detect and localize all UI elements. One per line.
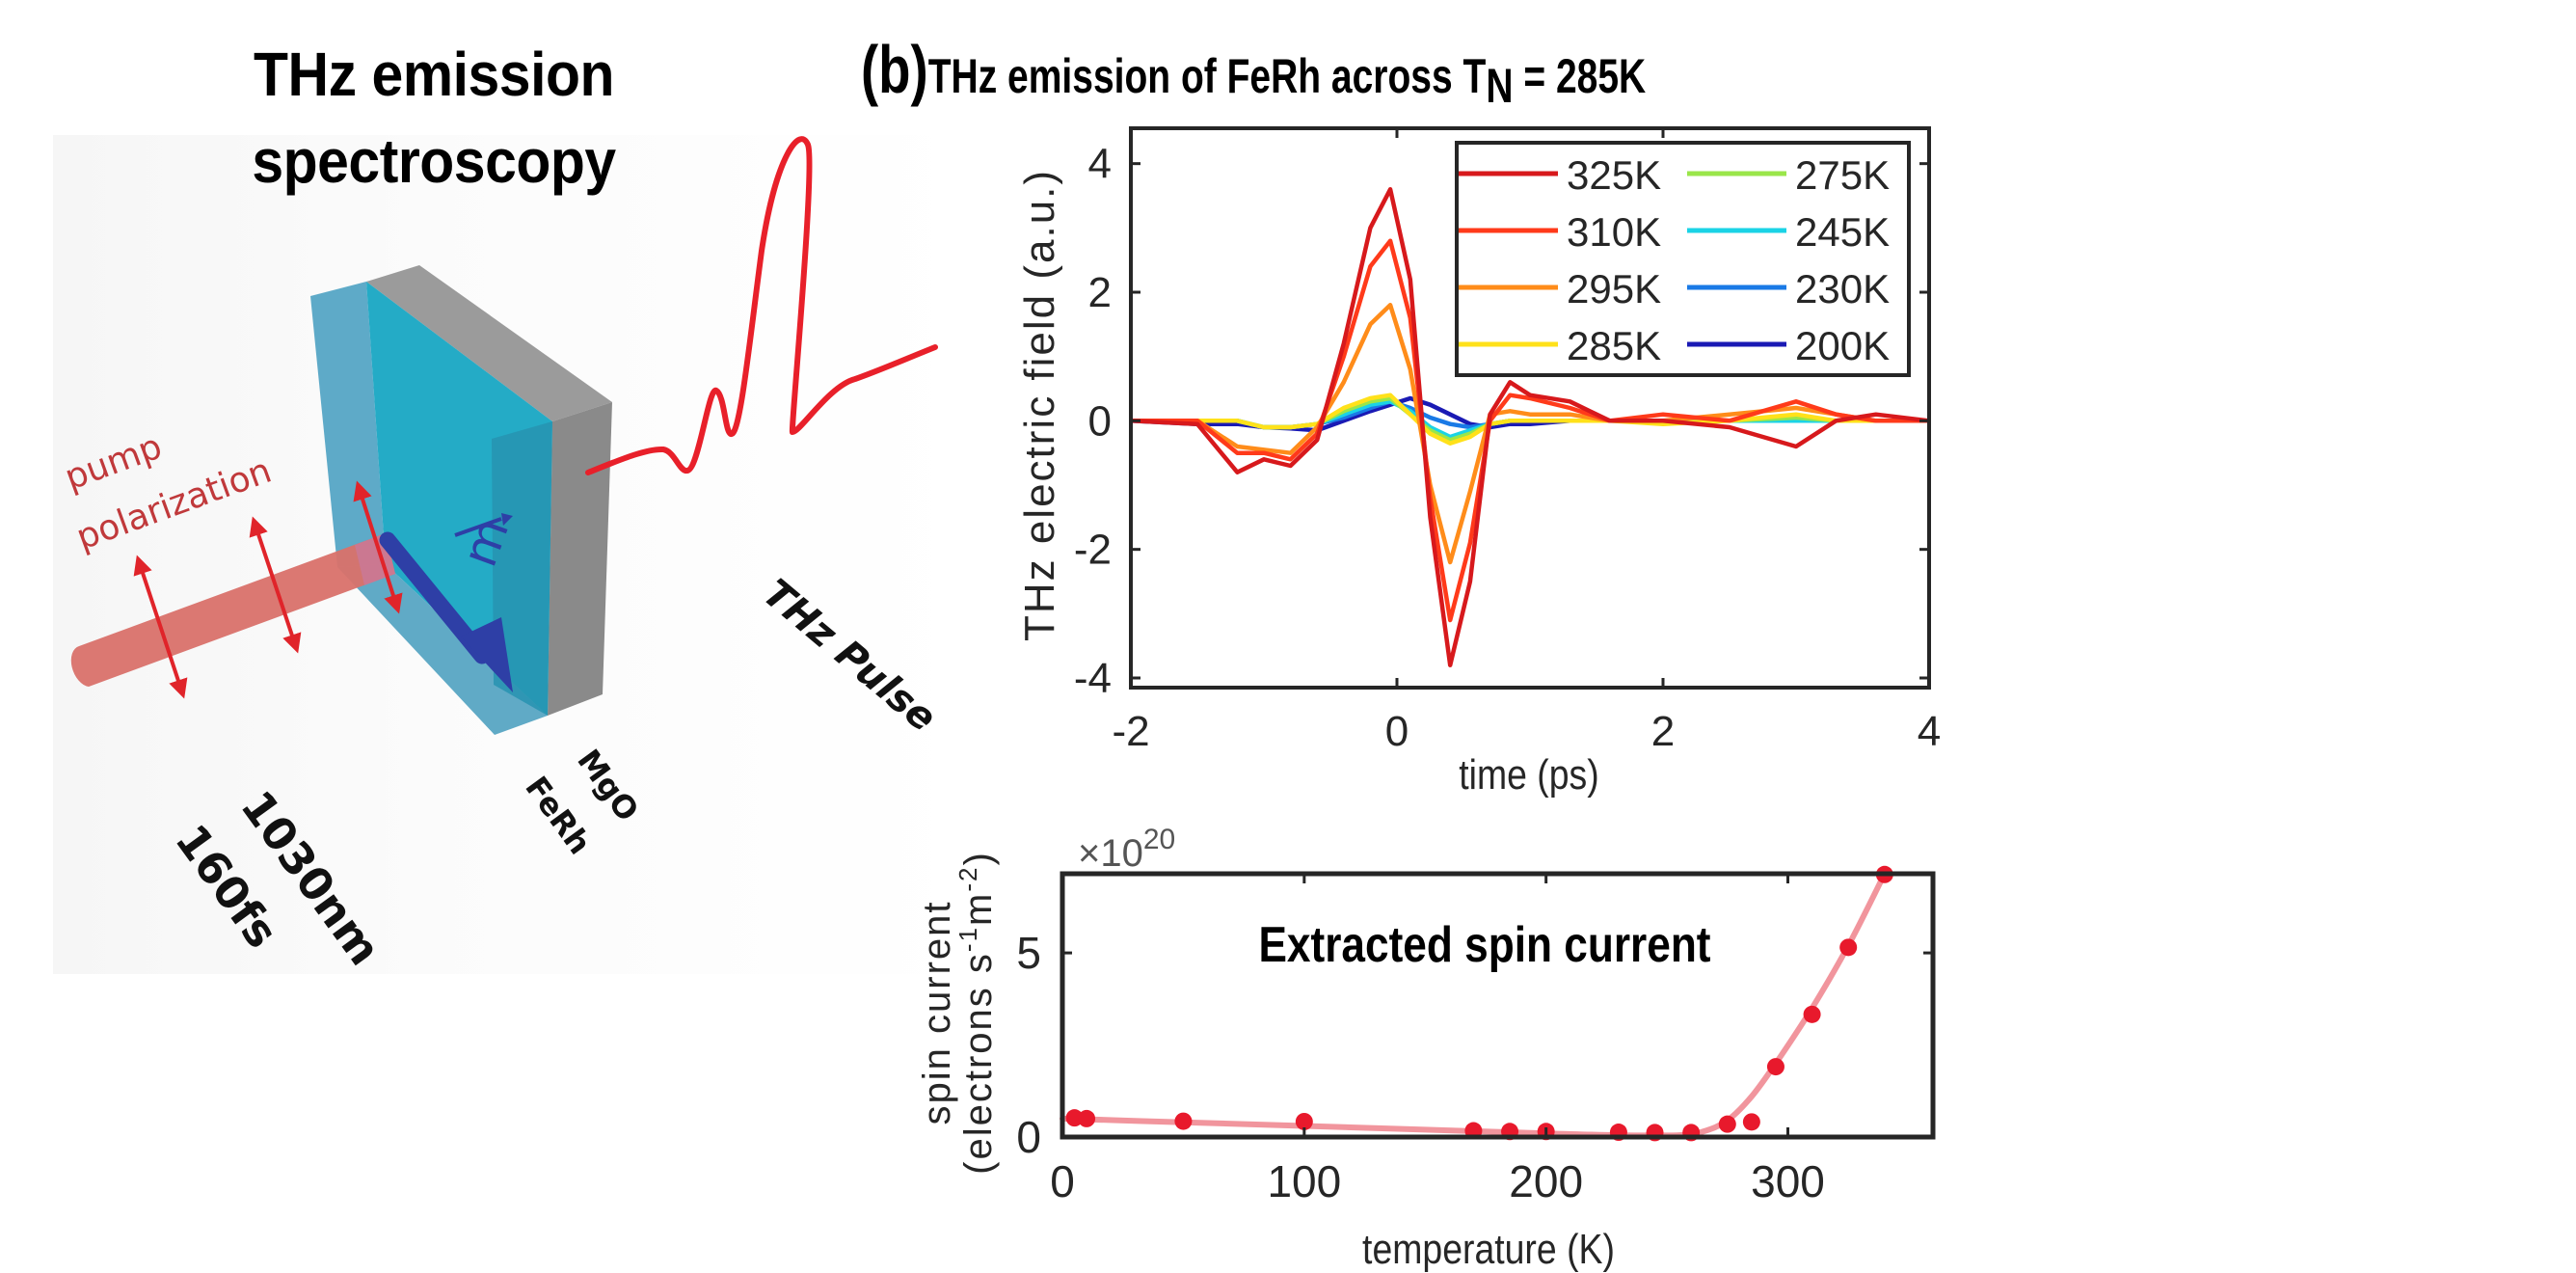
polarization-arrow-1 xyxy=(133,555,188,699)
mgo-inner-edge xyxy=(492,421,552,716)
legend-label-245K: 245K xyxy=(1795,209,1890,255)
y-tick-label: 2 xyxy=(1088,269,1112,316)
data-point xyxy=(1078,1109,1096,1127)
panel-title-text: THz emission of FeRh across T xyxy=(927,49,1487,103)
panel-title-subscript: N xyxy=(1486,59,1514,113)
ylabel-superscript: -1 xyxy=(953,926,982,952)
chart1-ylabel: THz electric field (a.u.) xyxy=(1016,169,1063,641)
mgo-top-face xyxy=(366,265,612,421)
ylabel-part: ) xyxy=(957,851,1000,865)
multiplier-base: ×10 xyxy=(1078,832,1143,875)
legend-label-295K: 295K xyxy=(1567,266,1661,311)
x-tick-label: -2 xyxy=(1112,708,1149,755)
data-point xyxy=(1174,1112,1193,1130)
thz-pulse-waveform xyxy=(585,136,938,475)
multiplier-exponent: 20 xyxy=(1143,824,1175,855)
data-point xyxy=(1766,1058,1784,1076)
x-tick-label: 200 xyxy=(1509,1156,1583,1206)
chart2-ticks: 0 100 200 300 0 5 xyxy=(1016,874,1933,1206)
data-point xyxy=(1718,1115,1736,1133)
x-tick-label: 0 xyxy=(1385,708,1409,755)
left-title-line2: spectroscopy xyxy=(252,126,616,196)
series-line-295K xyxy=(1131,303,1929,565)
panel-b-title: (b)THz emission of FeRh across TN = 285K xyxy=(861,31,1646,114)
y-tick-label: -2 xyxy=(1074,527,1112,574)
y-tick-label: 5 xyxy=(1016,928,1041,978)
chart2-annotation: Extracted spin current xyxy=(1258,917,1710,973)
polarization-arrow-2 xyxy=(249,516,302,654)
ylabel-part: (electrons s xyxy=(957,952,1000,1175)
legend-label-310K: 310K xyxy=(1567,209,1661,255)
data-point xyxy=(1742,1113,1760,1131)
legend: 325K 310K 295K 285K 275K 245K 230K 200K xyxy=(1455,141,1911,377)
data-point xyxy=(1295,1112,1313,1130)
legend-label-285K: 285K xyxy=(1567,323,1661,368)
y-tick-label: 0 xyxy=(1016,1112,1041,1162)
chart1-xlabel: time (ps) xyxy=(1459,750,1598,799)
ylabel-superscript: -2 xyxy=(953,866,982,892)
chart2-y-multiplier: ×1020 xyxy=(1078,824,1175,875)
y-tick-label: 4 xyxy=(1088,141,1112,188)
panel-title-suffix: = 285K xyxy=(1513,49,1647,103)
chart2-ylabel-line1: spin current xyxy=(916,901,958,1125)
legend-box xyxy=(1455,141,1911,377)
ylabel-part: m xyxy=(957,892,1000,926)
chart2-axes-box xyxy=(1060,871,1936,1140)
y-tick-label: 0 xyxy=(1088,397,1112,445)
legend-label-200K: 200K xyxy=(1795,323,1890,368)
mgo-side-face xyxy=(548,402,612,716)
chart1-axes-box xyxy=(1129,126,1931,690)
spin-current-plot xyxy=(1060,865,1893,1142)
y-tick-label: -4 xyxy=(1074,655,1112,702)
polarization-arrow-3 xyxy=(353,480,403,614)
x-tick-label: 300 xyxy=(1751,1156,1825,1206)
x-tick-label: 4 xyxy=(1918,708,1941,755)
chart2-xlabel: temperature (K) xyxy=(1362,1225,1615,1273)
data-point xyxy=(1839,938,1858,957)
x-tick-label: 100 xyxy=(1267,1156,1341,1206)
legend-label-325K: 325K xyxy=(1567,152,1661,198)
setup-illustration xyxy=(70,136,938,735)
legend-label-275K: 275K xyxy=(1795,152,1890,198)
x-tick-label: 0 xyxy=(1050,1156,1075,1206)
data-point xyxy=(1803,1005,1821,1023)
waveform-series-group xyxy=(1130,187,1930,667)
x-tick-label: 2 xyxy=(1651,708,1675,755)
left-title-line1: THz emission xyxy=(253,40,615,109)
legend-label-230K: 230K xyxy=(1795,266,1890,311)
fit-curve xyxy=(1060,871,1888,1139)
series-line-325K xyxy=(1130,187,1930,667)
chart2-ylabel-line2: (electrons s-1m-2) xyxy=(953,851,1000,1175)
panel-tag: (b) xyxy=(861,32,928,107)
series-line-310K xyxy=(1131,238,1929,623)
magnetization-arrowhead xyxy=(461,617,513,692)
